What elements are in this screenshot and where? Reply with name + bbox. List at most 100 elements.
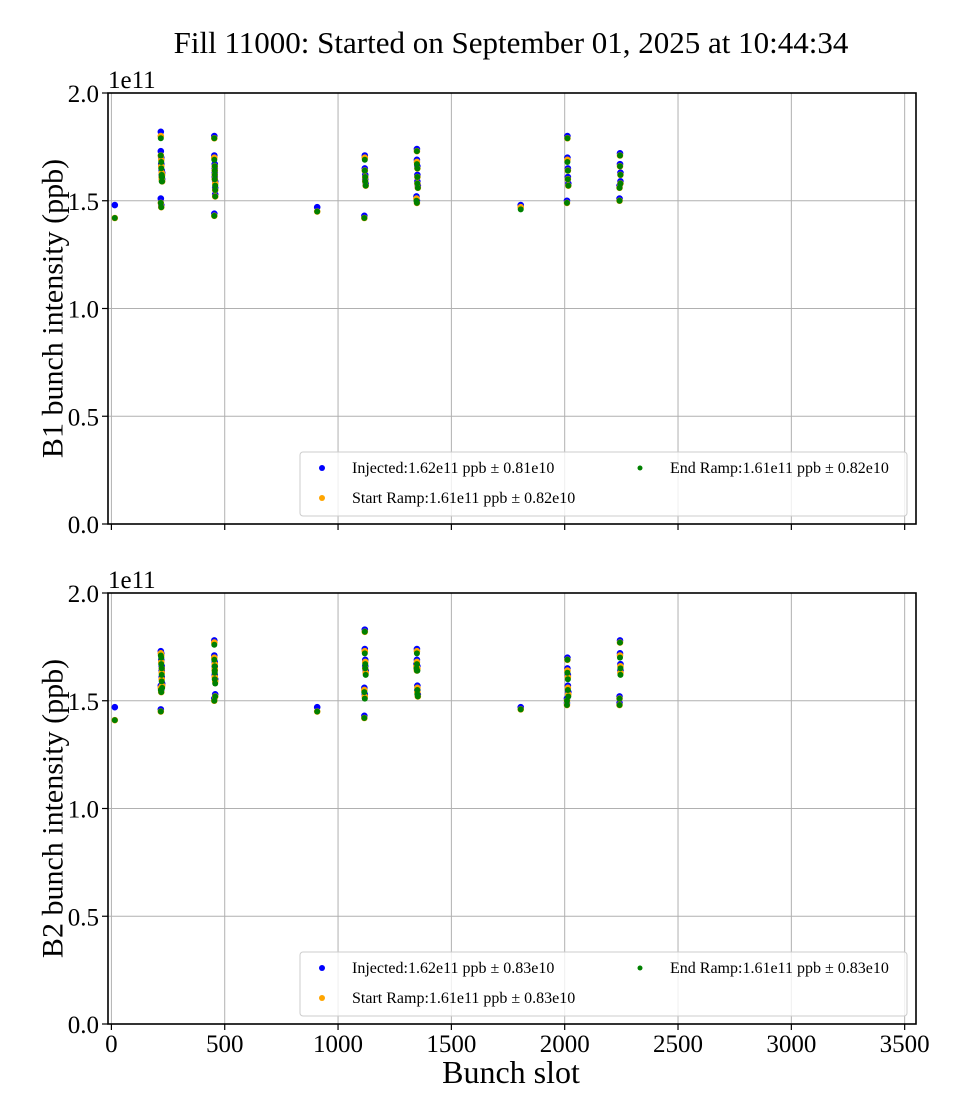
data-point xyxy=(563,199,570,206)
y-tick-label: 1.5 xyxy=(68,689,99,716)
series-injected xyxy=(111,128,624,220)
data-point xyxy=(158,689,165,696)
data-point xyxy=(157,708,164,715)
y-tick-label: 1.0 xyxy=(68,297,99,324)
data-point xyxy=(361,689,368,696)
data-point xyxy=(564,135,571,142)
data-point xyxy=(413,650,420,657)
data-point xyxy=(157,135,164,142)
data-point xyxy=(414,165,421,172)
data-point xyxy=(314,208,321,215)
data-point xyxy=(314,708,321,715)
data-point xyxy=(617,671,624,678)
legend-label-start-ramp-b2: Start Ramp:1.61e11 ppb ± 0.83e10 xyxy=(352,990,575,1007)
x-axis-label: Bunch slot xyxy=(442,1054,580,1090)
data-point xyxy=(211,656,218,663)
data-point xyxy=(414,693,421,700)
data-point xyxy=(617,665,624,672)
legend-b2: Injected:1.62e11 ppb ± 0.83e10 Start Ram… xyxy=(299,951,908,1017)
data-point xyxy=(564,158,571,165)
x-tick-label: 3500 xyxy=(880,1031,930,1058)
data-point xyxy=(616,702,623,709)
data-point xyxy=(565,182,572,189)
data-point xyxy=(616,152,623,159)
data-point xyxy=(111,703,119,711)
data-point xyxy=(517,206,524,213)
legend-box-b1 xyxy=(299,451,908,517)
data-point xyxy=(211,697,218,704)
panel-b2: 0 500 1000 1500 2000 2500 3000 3500 0.0 0.5 1.0 1.5… xyxy=(37,567,930,1090)
data-point xyxy=(158,654,165,661)
legend-label-start-ramp-b1: Start Ramp:1.61e11 ppb ± 0.82e10 xyxy=(352,490,575,507)
data-point xyxy=(414,184,421,191)
data-point xyxy=(616,163,623,170)
x-tick-label: 1000 xyxy=(313,1031,363,1058)
data-point xyxy=(617,171,624,178)
ticks-b1: 0.0 0.5 1.0 1.5 2.0 xyxy=(68,81,906,539)
data-point xyxy=(212,193,219,200)
data-point xyxy=(211,163,218,170)
data-point xyxy=(211,663,218,670)
figure-title: Fill 11000: Started on September 01, 202… xyxy=(174,25,849,60)
data-point xyxy=(211,176,218,183)
data-point xyxy=(564,176,571,183)
data-point xyxy=(616,639,623,646)
x-tick-label: 1500 xyxy=(426,1031,476,1058)
legend-b1: Injected:1.62e11 ppb ± 0.81e10 Start Ram… xyxy=(299,451,908,517)
data-point xyxy=(212,182,219,189)
data-point xyxy=(361,714,368,721)
data-point xyxy=(517,706,524,713)
data-point xyxy=(211,156,218,163)
points-b1 xyxy=(111,128,624,222)
y-tick-label: 0.0 xyxy=(68,512,99,539)
y-tick-label: 0.5 xyxy=(68,404,99,431)
data-point xyxy=(564,686,571,693)
data-point xyxy=(414,174,421,181)
y-tick-label: 0.0 xyxy=(68,1012,99,1039)
points-b2 xyxy=(111,626,624,724)
data-point xyxy=(361,156,368,163)
data-point xyxy=(362,661,369,668)
y-axis-label-b2: B2 bunch intensity (ppb) xyxy=(37,659,70,958)
data-point xyxy=(211,641,218,648)
data-point xyxy=(563,702,570,709)
y-tick-label: 0.5 xyxy=(68,904,99,931)
data-point xyxy=(111,214,118,221)
data-point xyxy=(362,671,369,678)
data-point xyxy=(361,628,368,635)
data-point xyxy=(212,680,219,687)
legend-marker-end-ramp-b2 xyxy=(637,965,643,971)
data-point xyxy=(413,199,420,206)
data-point xyxy=(362,182,369,189)
legend-label-injected-b1: Injected:1.62e11 ppb ± 0.81e10 xyxy=(352,460,554,477)
data-point xyxy=(211,212,218,219)
data-point xyxy=(157,152,164,159)
legend-marker-start-ramp-b2 xyxy=(319,995,325,1001)
legend-marker-injected-b2 xyxy=(319,965,325,971)
data-point xyxy=(616,197,623,204)
data-point xyxy=(564,167,571,174)
data-point xyxy=(158,165,165,172)
data-point xyxy=(211,135,218,142)
data-point xyxy=(111,717,118,724)
data-point xyxy=(564,669,571,676)
data-point xyxy=(211,667,218,674)
data-point xyxy=(616,695,623,702)
x-tick-label: 2000 xyxy=(540,1031,590,1058)
legend-marker-injected-b1 xyxy=(319,465,325,471)
data-point xyxy=(158,678,165,685)
data-point xyxy=(361,214,368,221)
data-point xyxy=(564,676,571,683)
data-point xyxy=(616,654,623,661)
y-tick-label: 1.0 xyxy=(68,797,99,824)
data-point xyxy=(362,174,369,181)
data-point xyxy=(159,174,166,181)
x-tick-label: 3000 xyxy=(766,1031,816,1058)
x-tick-label: 500 xyxy=(206,1031,244,1058)
data-point xyxy=(413,148,420,155)
data-point xyxy=(413,667,420,674)
data-point xyxy=(158,671,165,678)
data-point xyxy=(362,665,369,672)
data-point xyxy=(361,167,368,174)
